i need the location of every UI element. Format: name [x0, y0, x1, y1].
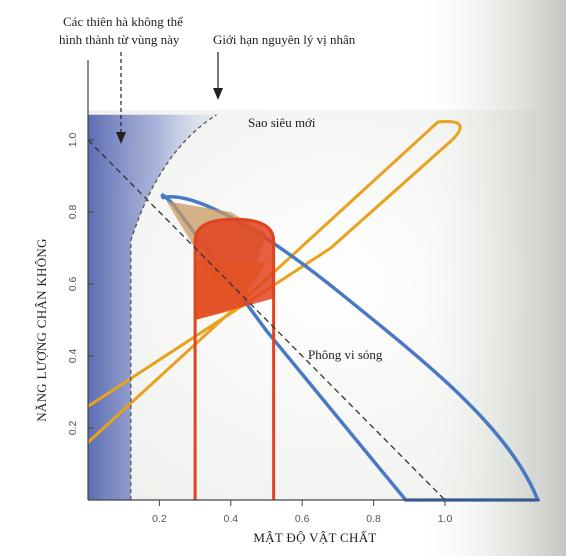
annotation-lensing-limit: Giới hạn nguyên lý vị nhân [213, 32, 356, 47]
x-tick-label: 0.8 [366, 513, 381, 525]
y-tick-label: 1.0 [67, 133, 79, 148]
vertical-band-fill [195, 219, 274, 320]
y-tick-label: 0.8 [67, 205, 79, 220]
y-tick-label: 0.4 [67, 349, 79, 364]
supernova-band [86, 119, 462, 444]
no-galaxy-region [88, 114, 217, 501]
annotation-supernova: Sao siêu mới [248, 115, 316, 130]
cmb-band [160, 193, 540, 502]
annotation-no-galaxies-line1: Các thiên hà không thể [63, 14, 183, 29]
annotation-no-galaxies-line2: hình thành từ vùng này [59, 32, 180, 47]
x-axis-title: MẬT ĐỘ VẬT CHẤT [253, 530, 376, 545]
y-axis-title: NĂNG LƯỢNG CHÂN KHÔNG [34, 238, 49, 422]
x-tick-label: 1.0 [438, 513, 453, 525]
y-tick-label: 0.2 [67, 421, 79, 436]
x-tick-label: 0.2 [152, 513, 167, 525]
scan-shade [420, 0, 566, 556]
flat-universe-line [87, 139, 446, 501]
x-tick-label: 0.6 [295, 513, 310, 525]
arrow-lensing-head [213, 88, 223, 100]
x-tick-label: 0.4 [223, 513, 238, 525]
no-galaxy-boundary [130, 114, 217, 500]
annotation-cmb: Phông vi sóng [308, 347, 383, 362]
y-tick-label: 0.6 [67, 277, 79, 292]
arrow-no-galaxies-head [116, 132, 126, 144]
vertical-band-outline [193, 217, 276, 500]
